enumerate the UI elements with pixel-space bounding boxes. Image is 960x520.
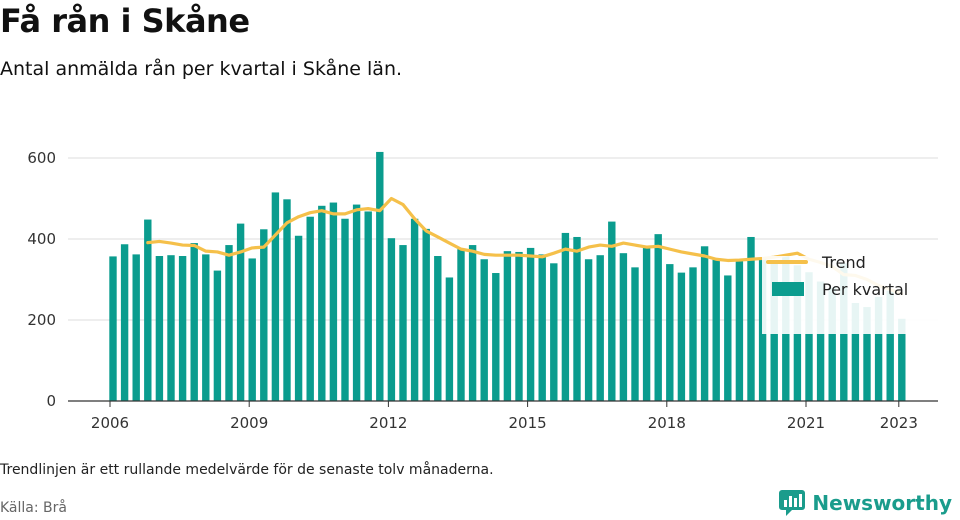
bar [457,249,465,402]
bar [132,254,140,401]
y-tick-label: 0 [46,392,56,410]
y-tick-label: 600 [27,149,56,167]
legend-label-bars: Per kvartal [822,280,908,299]
newsworthy-logo[interactable]: Newsworthy [778,488,952,518]
bar [584,259,593,401]
bar [352,204,361,401]
bar [573,236,581,401]
bar [631,267,639,401]
bar [480,259,488,401]
bar [700,246,709,401]
bar [202,254,210,401]
bar [120,244,129,401]
bar [271,192,280,401]
bar [863,307,871,401]
y-tick-label: 400 [27,230,56,248]
bar [596,255,604,401]
newsworthy-icon [779,490,806,516]
bar [225,245,233,401]
bar [898,318,906,401]
bar [538,254,546,401]
bar [410,218,419,401]
robbery-chart: 0 200 400 600 2006 2009 2012 2015 2018 2021 2023 T… [27,149,958,432]
bar [515,251,523,401]
legend-label-trend: Trend [821,253,866,272]
bar [318,205,326,401]
bar [608,221,616,401]
bar [178,256,187,401]
x-tick-label: 2023 [880,414,918,432]
trend-footnote: Trendlinjen är ett rullande medelvärde f… [0,462,494,478]
bar [874,296,883,401]
bar [619,253,628,401]
x-tick-label: 2012 [369,414,407,432]
bar [550,263,558,401]
x-tick-label: 2018 [648,414,686,432]
bar [376,151,384,401]
bar [144,219,152,401]
bar [735,259,744,401]
x-tick-label: 2006 [91,414,129,432]
chart-title: Få rån i Skåne [0,2,250,40]
bar [387,238,396,401]
x-tick-label: 2015 [509,414,547,432]
bar [526,247,535,401]
legend: Trend Per kvartal [762,253,958,334]
chart-subtitle: Antal anmälda rån per kvartal i Skåne lä… [0,58,403,80]
bar [341,218,349,401]
y-tick-label: 200 [27,311,56,329]
bar [306,216,314,401]
bar [364,211,372,401]
bar [816,281,825,401]
bar [434,256,442,401]
bar [468,245,477,401]
bar [422,228,430,402]
bar [109,256,117,401]
bar [712,259,720,401]
bar [561,232,570,401]
bar [248,258,256,401]
bar [399,245,407,401]
x-tick-label: 2009 [230,414,268,432]
bar [167,255,175,401]
x-tick-label: 2021 [787,414,825,432]
source-credit: Källa: Brå [0,500,67,516]
bar [886,290,894,401]
bar [492,273,500,401]
bar [724,275,732,401]
bar [190,243,198,401]
bar [329,202,338,401]
bar [677,272,686,401]
bar [747,236,755,401]
bar [503,251,512,401]
bar [236,223,245,401]
bar [689,267,697,401]
bar [283,199,291,401]
bar [213,270,222,401]
legend-bar-swatch [772,282,804,296]
bar [642,247,651,401]
bar [666,264,674,401]
bar [654,234,662,401]
bar [260,229,268,401]
bar [805,272,813,401]
bar [294,235,303,401]
bar [445,277,454,401]
bar [851,302,860,401]
bar [155,256,164,401]
brand-name: Newsworthy [812,491,952,515]
axes: 0 200 400 600 2006 2009 2012 2015 2018 2021 2023 [27,149,938,432]
bar [828,287,836,401]
